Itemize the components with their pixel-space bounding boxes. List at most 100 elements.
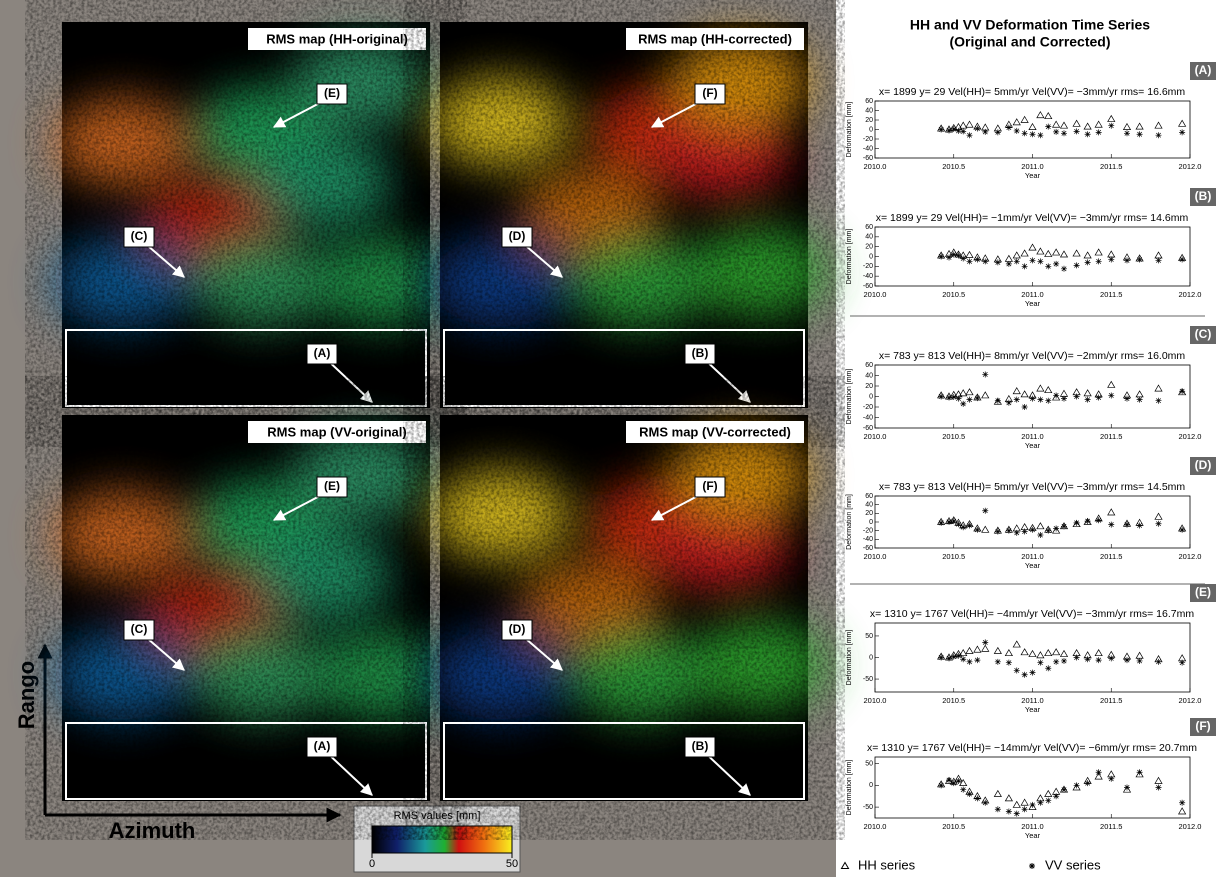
vv-point xyxy=(1179,527,1185,533)
vv-point xyxy=(1037,660,1043,666)
hh-point xyxy=(1084,123,1091,129)
hh-point xyxy=(1108,509,1115,515)
figure-subtitle: (Original and Corrected) xyxy=(949,34,1110,50)
hh-point xyxy=(982,645,989,651)
x-tick-label: 2011.0 xyxy=(1021,290,1043,299)
vv-point xyxy=(1096,395,1102,401)
map-texture xyxy=(440,22,808,408)
hh-point xyxy=(1005,795,1012,801)
vv-point xyxy=(946,519,952,525)
y-tick-label: -40 xyxy=(863,273,873,280)
vv-point xyxy=(1156,132,1162,138)
vv-point xyxy=(1045,124,1051,130)
vv-point xyxy=(1045,665,1051,671)
vv-point xyxy=(967,522,973,528)
hh-point xyxy=(1029,124,1036,130)
vv-point xyxy=(1096,258,1102,264)
vv-point xyxy=(1037,132,1043,138)
map-texture xyxy=(62,415,430,801)
y-tick-label: -60 xyxy=(863,425,873,432)
legend-symbol xyxy=(1029,863,1035,869)
vv-point xyxy=(1014,128,1020,134)
map-marker-label: (F) xyxy=(702,479,717,493)
y-tick-label: 0 xyxy=(869,782,873,789)
vv-point xyxy=(938,394,944,400)
x-tick-label: 2012.0 xyxy=(1179,822,1202,831)
hh-point xyxy=(1136,123,1143,129)
y-tick-label: -40 xyxy=(863,536,873,543)
vv-point xyxy=(1179,256,1185,262)
hh-point xyxy=(1013,252,1020,258)
hh-point xyxy=(1179,808,1186,814)
legend-label: HH series xyxy=(858,857,916,872)
vv-point xyxy=(1053,793,1059,799)
hh-point xyxy=(1136,391,1143,397)
x-tick-label: 2010.5 xyxy=(942,290,965,299)
map-panel: RMS map (VV-original)(E)(C)(A) xyxy=(52,415,452,801)
x-tick-label: 2010.0 xyxy=(864,162,887,171)
vv-point xyxy=(967,397,973,403)
y-tick-label: -40 xyxy=(863,145,873,152)
map-texture xyxy=(62,22,430,408)
panel-label: (C) xyxy=(1195,327,1212,341)
y-tick-label: -20 xyxy=(863,136,873,143)
x-tick-label: 2010.0 xyxy=(864,432,887,441)
x-tick-label: 2010.0 xyxy=(864,552,887,561)
map-panel: RMS map (HH-original)(E)(C)(A) xyxy=(52,22,452,408)
map-marker-label: (B) xyxy=(692,346,709,360)
hh-point xyxy=(1073,120,1080,126)
y-tick-label: -60 xyxy=(863,545,873,552)
vv-point xyxy=(955,521,961,527)
x-tick-label: 2011.0 xyxy=(1021,162,1043,171)
y-axis-label: Deformation [mm] xyxy=(846,630,853,686)
y-tick-label: 0 xyxy=(869,126,873,133)
y-axis-label: Deformation [mm] xyxy=(846,369,853,425)
vv-point xyxy=(1137,397,1143,403)
vv-point xyxy=(1053,392,1059,398)
hh-point xyxy=(1108,381,1115,387)
vv-point xyxy=(1014,397,1020,403)
vv-point xyxy=(1179,800,1185,806)
hh-point xyxy=(974,646,981,652)
y-tick-label: 40 xyxy=(865,234,873,241)
vv-point xyxy=(967,659,973,665)
vv-point xyxy=(1124,522,1130,528)
vv-point xyxy=(1037,800,1043,806)
y-tick-label: -40 xyxy=(863,414,873,421)
vv-point xyxy=(1053,659,1059,665)
hh-point xyxy=(994,791,1001,797)
hh-point xyxy=(1155,777,1162,783)
vv-point xyxy=(1137,769,1143,775)
hh-point xyxy=(966,121,973,127)
hh-point xyxy=(1095,249,1102,255)
hh-point xyxy=(1013,801,1020,807)
vv-point xyxy=(1006,261,1012,267)
hh-point xyxy=(1124,124,1131,130)
vv-point xyxy=(1124,785,1130,791)
vv-point xyxy=(967,791,973,797)
hh-point xyxy=(1179,120,1186,126)
vv-point xyxy=(955,253,961,259)
hh-point xyxy=(1095,121,1102,127)
vv-point xyxy=(1061,658,1067,664)
x-tick-label: 2012.0 xyxy=(1179,552,1202,561)
azimuth-label: Azimuth xyxy=(109,818,196,843)
vv-point xyxy=(946,127,952,133)
hh-point xyxy=(1005,650,1012,656)
vv-point xyxy=(1053,526,1059,532)
y-tick-label: -20 xyxy=(863,263,873,270)
x-tick-label: 2011.5 xyxy=(1100,696,1122,705)
panel-label: (A) xyxy=(1195,63,1212,77)
hh-point xyxy=(1053,249,1060,255)
hh-point xyxy=(1095,650,1102,656)
x-axis-label: Year xyxy=(1025,831,1041,840)
map-title: RMS map (HH-corrected) xyxy=(638,31,792,46)
hh-point xyxy=(1021,391,1028,397)
hh-point xyxy=(1045,251,1052,257)
vv-point xyxy=(1045,398,1051,404)
vv-point xyxy=(1156,785,1162,791)
x-tick-label: 2011.5 xyxy=(1100,290,1122,299)
hh-point xyxy=(1013,641,1020,647)
vv-point xyxy=(1045,528,1051,534)
x-tick-label: 2011.0 xyxy=(1021,696,1043,705)
